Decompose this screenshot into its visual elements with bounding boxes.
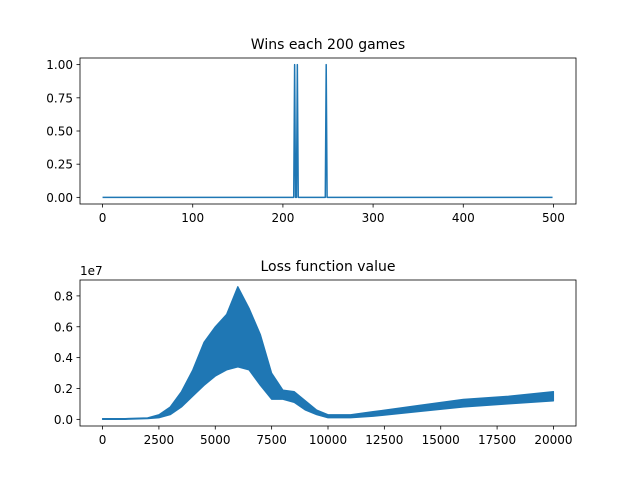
loss-offset-text: 1e7 bbox=[80, 264, 103, 278]
loss-xtick-label: 12500 bbox=[365, 433, 403, 447]
wins-ytick-label: 0.25 bbox=[46, 158, 73, 172]
wins-chart-title: Wins each 200 games bbox=[251, 37, 405, 53]
loss-chart-title: Loss function value bbox=[260, 259, 395, 275]
loss-xtick-label: 10000 bbox=[309, 433, 347, 447]
loss-ytick-label: 0.2 bbox=[54, 382, 73, 396]
loss-xtick-label: 5000 bbox=[200, 433, 231, 447]
wins-subplot: Wins each 200 games 0 100 200 300 400 500 0.00… bbox=[46, 37, 577, 225]
wins-ytick-label: 1.00 bbox=[46, 58, 73, 72]
loss-xtick-label: 15000 bbox=[422, 433, 460, 447]
wins-xtick-label: 0 bbox=[99, 211, 107, 225]
loss-axes-frame bbox=[79, 279, 577, 427]
loss-ytick-label: 0.0 bbox=[54, 413, 73, 427]
loss-ytick-label: 0.4 bbox=[54, 351, 73, 365]
loss-subplot: Loss function value 1e7 0 2500 5000 7500 100… bbox=[54, 259, 577, 447]
wins-xtick-label: 500 bbox=[542, 211, 565, 225]
wins-xtick-label: 100 bbox=[181, 211, 204, 225]
loss-xtick-label: 0 bbox=[99, 433, 107, 447]
loss-ticks: 0 2500 5000 7500 10000 12500 15000 17500 20000 0.… bbox=[54, 289, 573, 447]
wins-series-line bbox=[102, 63, 553, 199]
wins-ytick-label: 0.50 bbox=[46, 125, 73, 139]
wins-xtick-label: 400 bbox=[452, 211, 475, 225]
wins-ytick-label: 0.75 bbox=[46, 91, 73, 105]
wins-ticks: 0 100 200 300 400 500 0.00 0.25 0.50 0.75 1.00 bbox=[46, 58, 565, 225]
wins-xtick-label: 200 bbox=[271, 211, 294, 225]
wins-axes-frame bbox=[79, 57, 577, 205]
loss-xtick-label: 2500 bbox=[144, 433, 175, 447]
wins-xtick-label: 300 bbox=[362, 211, 385, 225]
loss-xtick-label: 17500 bbox=[478, 433, 516, 447]
loss-ytick-label: 0.6 bbox=[54, 320, 73, 334]
loss-ytick-label: 0.8 bbox=[54, 289, 73, 303]
loss-xtick-label: 7500 bbox=[256, 433, 287, 447]
loss-xtick-label: 20000 bbox=[534, 433, 572, 447]
loss-series-band bbox=[101, 286, 555, 420]
wins-ytick-label: 0.00 bbox=[46, 191, 73, 205]
